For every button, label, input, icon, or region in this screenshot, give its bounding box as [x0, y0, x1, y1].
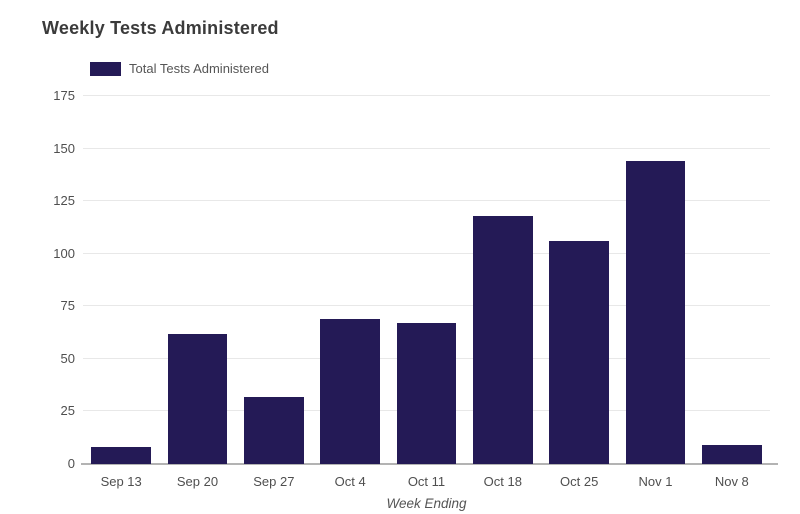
gridline-y-75 — [83, 305, 770, 307]
gridline-y-175 — [83, 95, 770, 96]
legend-label: Total Tests Administered — [129, 61, 269, 76]
gridline-y-150 — [83, 147, 770, 149]
y-tick-label-125: 125 — [53, 193, 75, 209]
x-axis-line — [81, 463, 778, 465]
bar-sep-13 — [91, 447, 151, 464]
x-tick-label-oct-25: Oct 25 — [560, 474, 599, 489]
plot-area: Week Ending 0 25 50 75 100 125 150 175 Sep 13 Sep… — [53, 89, 778, 511]
x-tick-label-oct-4: Oct 4 — [334, 474, 366, 489]
bar-oct-25 — [549, 241, 609, 464]
gridline-y-100 — [83, 252, 770, 254]
legend: Total Tests Administered — [90, 61, 269, 76]
x-tick-label-oct-11: Oct 11 — [407, 474, 446, 489]
legend-swatch-icon — [90, 61, 121, 76]
bar-oct-11 — [396, 323, 457, 464]
y-tick-label-50: 50 — [60, 350, 75, 366]
x-axis-title: Week Ending — [386, 496, 467, 511]
x-tick-label-nov-1: Nov 1 — [638, 474, 673, 489]
y-tick-label-75: 75 — [60, 298, 75, 314]
gridline-y-125 — [83, 200, 770, 202]
x-tick-label-sep-27: Sep 27 — [253, 474, 295, 489]
bar-oct-4 — [320, 318, 380, 464]
bar-oct-18 — [473, 215, 533, 464]
y-tick-label-0: 0 — [67, 456, 75, 471]
y-tick-label-175: 175 — [53, 88, 75, 103]
y-tick-label-100: 100 — [53, 245, 75, 261]
x-tick-label-sep-13: Sep 13 — [100, 474, 142, 489]
x-tick-label-sep-20: Sep 20 — [176, 474, 219, 489]
bar-nov-1 — [625, 161, 686, 464]
x-tick-label-oct-18: Oct 18 — [483, 474, 522, 489]
y-tick-label-25: 25 — [60, 403, 75, 419]
y-tick-label-150: 150 — [53, 140, 75, 156]
bar-sep-20 — [167, 333, 228, 464]
chart-title: Weekly Tests Administered — [42, 18, 279, 38]
bar-sep-27 — [244, 396, 304, 464]
bar-nov-8 — [702, 445, 762, 464]
x-tick-label-nov-8: Nov 8 — [714, 474, 749, 489]
